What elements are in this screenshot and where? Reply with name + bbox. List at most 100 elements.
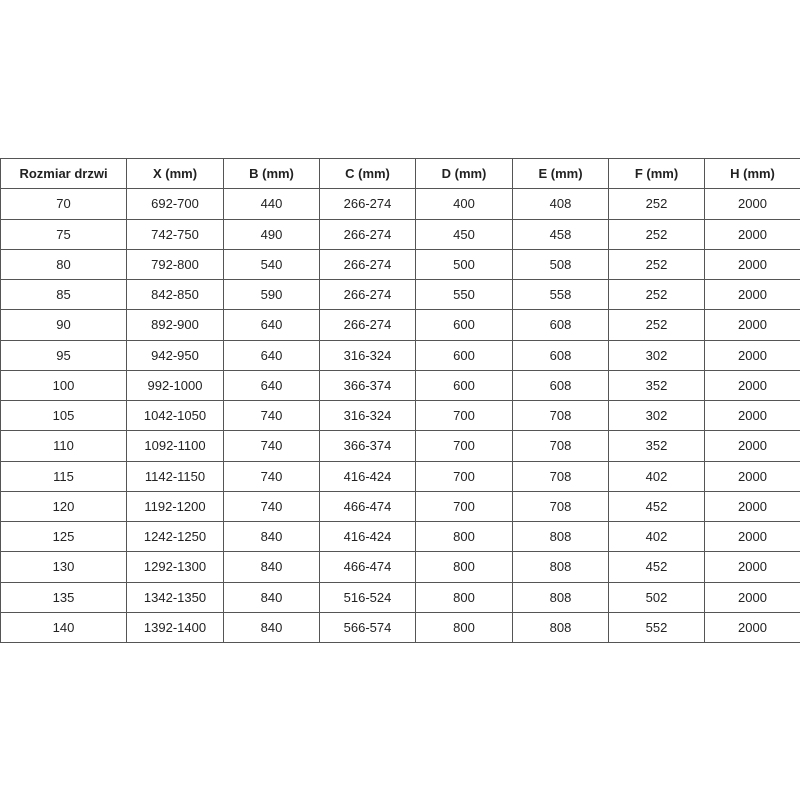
table-cell: 316-324 [319,399,416,432]
table-cell: 416-424 [319,460,416,492]
table-cell: 252 [608,218,705,250]
table-cell: 800 [415,611,513,644]
table-cell: 792-800 [126,248,224,281]
table-cell: 402 [608,460,705,492]
table-cell: 840 [223,520,320,553]
table-row: 130 1292-1300 840 466-474 800 808 452 2000 [0,551,800,583]
table-cell: 566-574 [319,611,416,644]
table-cell: 842-850 [126,278,224,311]
table-row: 115 1142-1150 740 416-424 700 708 402 2000 [0,460,800,492]
table-cell: 2000 [704,460,800,492]
column-header: D (mm) [415,157,513,190]
table-cell: 502 [608,581,705,613]
table-cell: 942-950 [126,339,224,371]
table-cell: 808 [512,520,609,553]
table-cell: 740 [223,490,320,523]
table-row: 140 1392-1400 840 566-574 800 808 552 2000 [0,611,800,644]
table-row: 120 1192-1200 740 466-474 700 708 452 2000 [0,490,800,523]
table-cell: 550 [415,278,513,311]
table-cell: 140 [0,611,127,644]
table-cell: 252 [608,309,705,341]
table-cell: 2000 [704,218,800,250]
table-cell: 742-750 [126,218,224,250]
table-cell: 252 [608,248,705,281]
table-cell: 466-474 [319,551,416,583]
table-cell: 800 [415,581,513,613]
table-cell: 708 [512,460,609,492]
table-cell: 135 [0,581,127,613]
table-cell: 440 [223,188,320,220]
table-cell: 2000 [704,551,800,583]
table-cell: 2000 [704,369,800,402]
table-cell: 1192-1200 [126,490,224,523]
table-cell: 266-274 [319,248,416,281]
table-cell: 1392-1400 [126,611,224,644]
table-cell: 2000 [704,339,800,371]
table-row: 80 792-800 540 266-274 500 508 252 2000 [0,248,800,281]
table-cell: 115 [0,460,127,492]
table-cell: 600 [415,369,513,402]
column-header: B (mm) [223,157,320,190]
table-cell: 1292-1300 [126,551,224,583]
table-cell: 130 [0,551,127,583]
table-cell: 105 [0,399,127,432]
table-cell: 316-324 [319,339,416,371]
table-cell: 1092-1100 [126,430,224,462]
table-row: 95 942-950 640 316-324 600 608 302 2000 [0,339,800,371]
table-cell: 452 [608,551,705,583]
table-cell: 708 [512,490,609,523]
table-cell: 516-524 [319,581,416,613]
table-cell: 450 [415,218,513,250]
table-cell: 892-900 [126,309,224,341]
table-cell: 608 [512,339,609,371]
table-cell: 590 [223,278,320,311]
table-cell: 95 [0,339,127,371]
table-cell: 808 [512,581,609,613]
table-cell: 2000 [704,399,800,432]
table-cell: 266-274 [319,278,416,311]
table-cell: 640 [223,339,320,371]
column-header: E (mm) [512,157,609,190]
table-cell: 2000 [704,490,800,523]
table-cell: 800 [415,551,513,583]
table-cell: 100 [0,369,127,402]
table-cell: 1342-1350 [126,581,224,613]
table-cell: 90 [0,309,127,341]
table-cell: 800 [415,520,513,553]
table-cell: 402 [608,520,705,553]
table-cell: 408 [512,188,609,220]
table-cell: 640 [223,309,320,341]
table-row: 75 742-750 490 266-274 450 458 252 2000 [0,218,800,250]
table-cell: 125 [0,520,127,553]
table-cell: 75 [0,218,127,250]
table-cell: 120 [0,490,127,523]
table-cell: 302 [608,399,705,432]
table-cell: 840 [223,581,320,613]
table-cell: 2000 [704,278,800,311]
table-row: 100 992-1000 640 366-374 600 608 352 2000 [0,369,800,402]
table-cell: 552 [608,611,705,644]
table-cell: 740 [223,460,320,492]
table-cell: 352 [608,430,705,462]
table-cell: 366-374 [319,369,416,402]
table-cell: 352 [608,369,705,402]
table-cell: 266-274 [319,218,416,250]
table-cell: 2000 [704,611,800,644]
table-cell: 1142-1150 [126,460,224,492]
table-cell: 640 [223,369,320,402]
table-cell: 700 [415,430,513,462]
table-cell: 302 [608,339,705,371]
table-cell: 70 [0,188,127,220]
table-cell: 110 [0,430,127,462]
table-cell: 2000 [704,430,800,462]
table-cell: 600 [415,339,513,371]
table-cell: 366-374 [319,430,416,462]
table-cell: 2000 [704,188,800,220]
table-row: 135 1342-1350 840 516-524 800 808 502 2000 [0,581,800,613]
table-cell: 700 [415,490,513,523]
table-cell: 708 [512,399,609,432]
table-row: 110 1092-1100 740 366-374 700 708 352 2000 [0,430,800,462]
table-cell: 540 [223,248,320,281]
table-cell: 266-274 [319,188,416,220]
table-cell: 808 [512,551,609,583]
